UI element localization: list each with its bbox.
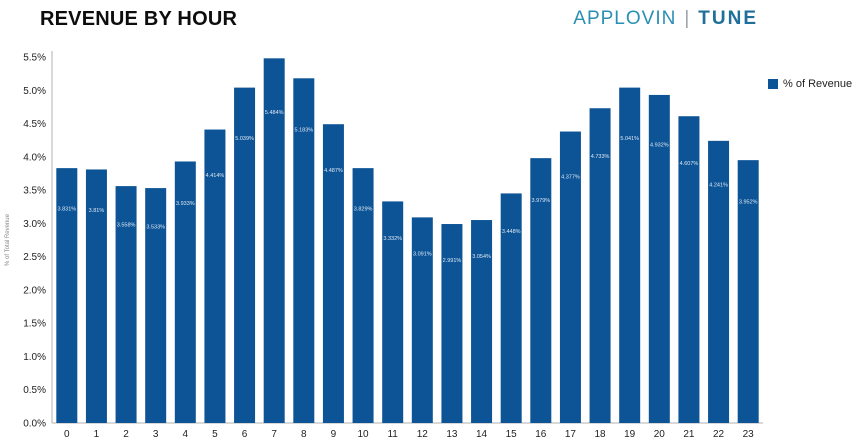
brand-tune: TUNE <box>698 8 758 29</box>
bar <box>293 78 315 423</box>
bar-data-label: 3.054% <box>472 254 491 260</box>
bar <box>322 124 344 423</box>
bar-data-label: 3.81% <box>89 208 105 214</box>
y-tick-label: 3.5% <box>23 186 46 197</box>
x-tick-label: 6 <box>242 429 248 440</box>
bar <box>619 87 641 424</box>
bar <box>678 116 700 423</box>
bar-data-label: 3.979% <box>531 198 550 204</box>
x-tick-label: 17 <box>565 429 577 440</box>
bar <box>530 158 552 423</box>
y-tick-label: 5.5% <box>23 53 46 64</box>
bar-data-label: 2.991% <box>443 258 462 264</box>
bar-data-label: 3.831% <box>57 207 76 213</box>
bar-data-label: 3.091% <box>413 251 432 257</box>
bar <box>500 193 522 423</box>
bar <box>234 87 256 424</box>
y-tick-label: 5.0% <box>23 86 46 97</box>
bar-data-label: 3.829% <box>354 207 373 213</box>
bar-data-label: 4.487% <box>324 168 343 174</box>
x-tick-label: 1 <box>94 429 100 440</box>
x-tick-label: 15 <box>506 429 518 440</box>
bar-data-label: 5.041% <box>620 136 639 142</box>
x-tick-label: 21 <box>683 429 695 440</box>
x-tick-label: 13 <box>446 429 458 440</box>
x-tick-label: 16 <box>535 429 547 440</box>
x-tick-label: 2 <box>123 429 129 440</box>
x-tick-label: 10 <box>358 429 370 440</box>
bar <box>441 224 463 423</box>
bar <box>559 131 581 423</box>
x-tick-label: 19 <box>624 429 636 440</box>
bar <box>382 201 404 423</box>
bar-data-label: 5.484% <box>265 110 284 116</box>
bar-data-label: 5.183% <box>294 128 313 134</box>
x-tick-label: 7 <box>271 429 277 440</box>
chart-title: REVENUE BY HOUR <box>40 8 238 30</box>
x-tick-label: 23 <box>743 429 755 440</box>
bar <box>174 161 196 423</box>
bar <box>648 94 670 423</box>
brand-logo: APPLOVIN | TUNE <box>573 8 758 30</box>
y-tick-label: 1.0% <box>23 352 46 363</box>
bar-data-label: 4.414% <box>206 173 225 179</box>
bar <box>708 140 730 423</box>
bar-data-label: 4.241% <box>709 183 728 189</box>
brand-separator: | <box>684 8 691 29</box>
x-tick-label: 12 <box>417 429 429 440</box>
y-tick-label: 4.0% <box>23 152 46 163</box>
bar <box>263 58 285 424</box>
x-tick-label: 20 <box>654 429 666 440</box>
bar <box>115 186 137 423</box>
y-axis-title: % of Total Revenue <box>5 213 11 266</box>
x-tick-label: 0 <box>64 429 70 440</box>
bar-data-label: 4.607% <box>680 161 699 167</box>
bar <box>471 220 493 423</box>
y-tick-label: 0.5% <box>23 385 46 396</box>
chart-legend: % of Revenue <box>768 78 852 90</box>
bar <box>145 188 167 423</box>
bar-data-label: 3.558% <box>117 223 136 229</box>
bar-data-label: 4.932% <box>650 142 669 148</box>
bar-data-label: 3.332% <box>383 236 402 242</box>
x-tick-label: 11 <box>387 429 398 440</box>
y-tick-label: 4.5% <box>23 119 46 130</box>
y-tick-label: 3.0% <box>23 219 46 230</box>
x-tick-label: 18 <box>595 429 607 440</box>
x-tick-label: 5 <box>212 429 218 440</box>
bar-data-label: 3.952% <box>739 200 758 206</box>
bar <box>56 168 78 423</box>
legend-label: % of Revenue <box>783 78 853 90</box>
bar <box>352 168 374 423</box>
bar <box>85 169 107 423</box>
bar <box>411 217 433 423</box>
bar-data-label: 3.448% <box>502 229 521 235</box>
x-tick-label: 4 <box>183 429 189 440</box>
y-tick-label: 0.0% <box>23 419 46 430</box>
x-tick-label: 8 <box>301 429 307 440</box>
x-tick-label: 3 <box>153 429 159 440</box>
x-tick-label: 9 <box>331 429 337 440</box>
bar <box>204 129 226 423</box>
bar <box>737 160 759 424</box>
y-tick-label: 2.5% <box>23 252 46 263</box>
bar-data-label: 5.039% <box>235 136 254 142</box>
x-tick-label: 22 <box>713 429 725 440</box>
legend-swatch <box>768 79 778 89</box>
y-tick-label: 2.0% <box>23 285 46 296</box>
bar-data-label: 3.533% <box>146 224 165 230</box>
brand-applovin: APPLOVIN <box>573 8 677 29</box>
x-tick-label: 14 <box>476 429 488 440</box>
bar <box>589 108 611 424</box>
y-tick-label: 1.5% <box>23 319 46 330</box>
bar-data-label: 4.377% <box>561 175 580 181</box>
bar-data-label: 3.933% <box>176 201 195 207</box>
bar-data-label: 4.733% <box>591 154 610 160</box>
